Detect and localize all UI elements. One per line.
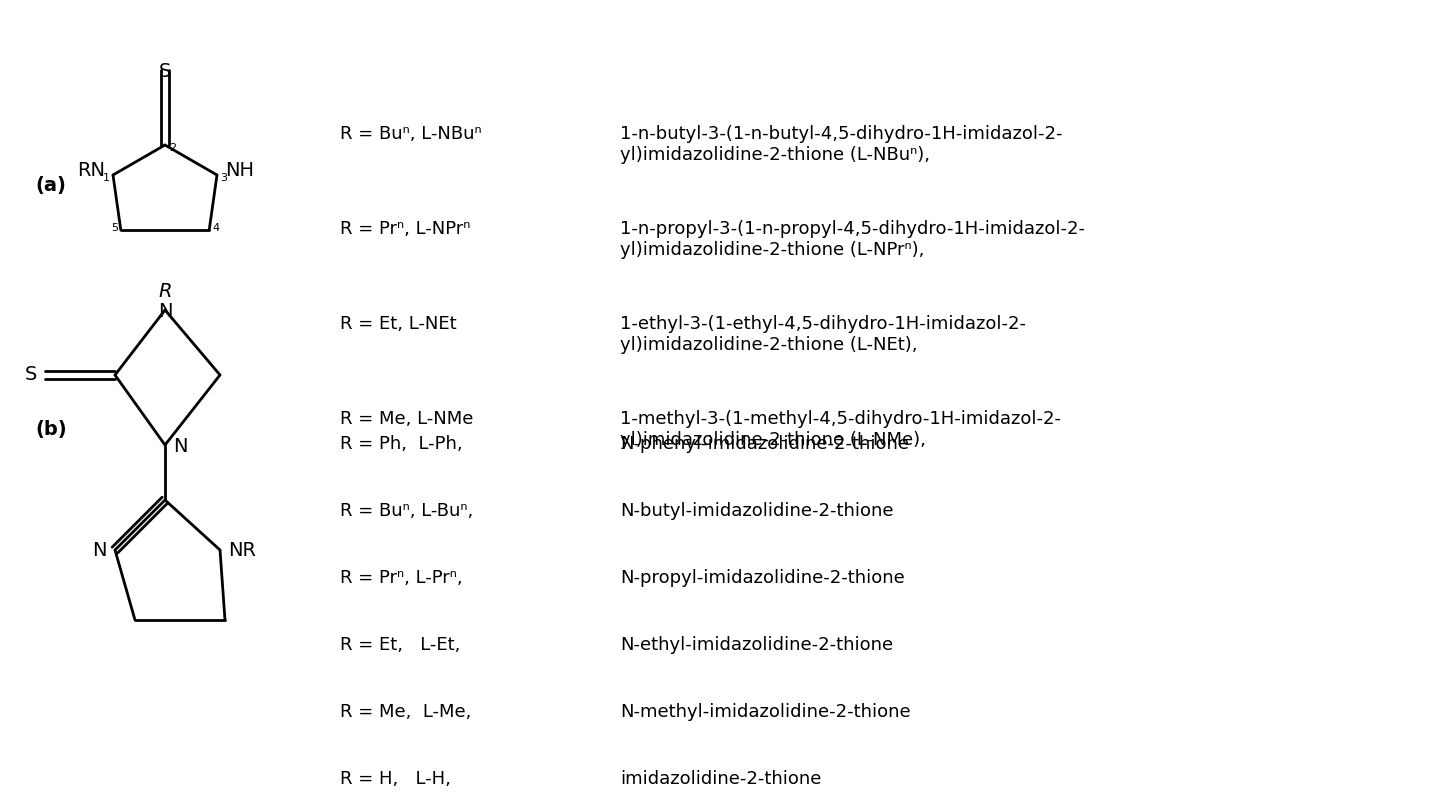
Text: (b): (b) <box>35 421 66 439</box>
Text: N-propyl-imidazolidine-2-thione: N-propyl-imidazolidine-2-thione <box>620 569 904 587</box>
Text: (a): (a) <box>35 175 66 194</box>
Text: R = Buⁿ, L-Buⁿ,: R = Buⁿ, L-Buⁿ, <box>340 502 473 520</box>
Text: NH: NH <box>225 162 254 181</box>
Text: N-phenyl-imidazolidine-2-thione: N-phenyl-imidazolidine-2-thione <box>620 435 908 453</box>
Text: 2: 2 <box>169 143 176 153</box>
Text: N: N <box>157 302 172 321</box>
Text: S: S <box>25 366 37 385</box>
Text: 1: 1 <box>102 173 110 183</box>
Text: R = Et,   L-Et,: R = Et, L-Et, <box>340 636 460 654</box>
Text: 5: 5 <box>111 223 118 233</box>
Text: N-ethyl-imidazolidine-2-thione: N-ethyl-imidazolidine-2-thione <box>620 636 893 654</box>
Text: N-butyl-imidazolidine-2-thione: N-butyl-imidazolidine-2-thione <box>620 502 894 520</box>
Text: 1-methyl-3-(1-methyl-4,5-dihydro-1H-imidazol-2-
yl)imidazolidine-2-thione (L-NMe: 1-methyl-3-(1-methyl-4,5-dihydro-1H-imid… <box>620 410 1061 449</box>
Text: R = Me, L-NMe: R = Me, L-NMe <box>340 410 473 428</box>
Text: R = Prⁿ, L-NPrⁿ: R = Prⁿ, L-NPrⁿ <box>340 220 470 238</box>
Text: 4: 4 <box>212 223 219 233</box>
Text: 3: 3 <box>221 173 226 183</box>
Text: R = Ph,  L-Ph,: R = Ph, L-Ph, <box>340 435 463 453</box>
Text: N: N <box>92 541 107 559</box>
Text: RN: RN <box>76 162 105 181</box>
Text: S: S <box>159 62 172 81</box>
Text: 1-n-butyl-3-(1-n-butyl-4,5-dihydro-1H-imidazol-2-
yl)imidazolidine-2-thione (L-N: 1-n-butyl-3-(1-n-butyl-4,5-dihydro-1H-im… <box>620 125 1063 164</box>
Text: R = H,   L-H,: R = H, L-H, <box>340 770 451 788</box>
Text: R = Et, L-NEt: R = Et, L-NEt <box>340 315 457 333</box>
Text: N-methyl-imidazolidine-2-thione: N-methyl-imidazolidine-2-thione <box>620 703 911 721</box>
Text: 1-n-propyl-3-(1-n-propyl-4,5-dihydro-1H-imidazol-2-
yl)imidazolidine-2-thione (L: 1-n-propyl-3-(1-n-propyl-4,5-dihydro-1H-… <box>620 220 1084 258</box>
Text: R = Buⁿ, L-NBuⁿ: R = Buⁿ, L-NBuⁿ <box>340 125 482 143</box>
Text: 1-ethyl-3-(1-ethyl-4,5-dihydro-1H-imidazol-2-
yl)imidazolidine-2-thione (L-NEt),: 1-ethyl-3-(1-ethyl-4,5-dihydro-1H-imidaz… <box>620 315 1027 354</box>
Text: NR: NR <box>228 541 257 559</box>
Text: R = Me,  L-Me,: R = Me, L-Me, <box>340 703 472 721</box>
Text: R: R <box>159 282 172 301</box>
Text: R = Prⁿ, L-Prⁿ,: R = Prⁿ, L-Prⁿ, <box>340 569 463 587</box>
Text: imidazolidine-2-thione: imidazolidine-2-thione <box>620 770 822 788</box>
Text: N: N <box>173 438 187 457</box>
